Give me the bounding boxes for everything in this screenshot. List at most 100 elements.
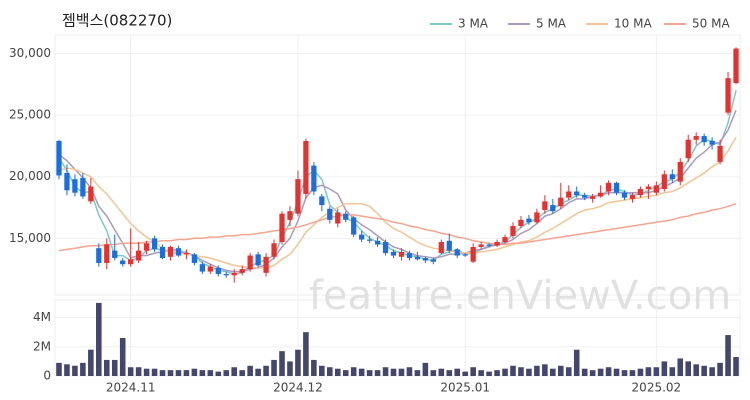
- candle-body: [653, 185, 659, 193]
- volume-bar: [175, 370, 182, 376]
- volume-bar: [422, 362, 429, 376]
- volume-bar: [510, 365, 516, 376]
- candle-body: [494, 242, 500, 246]
- volume-bar: [223, 370, 230, 376]
- volume-bar: [374, 370, 381, 376]
- x-tick-label: 2024.12: [273, 381, 323, 395]
- candle-body: [343, 213, 349, 220]
- volume-bar: [581, 368, 588, 376]
- volume-bar: [557, 365, 564, 376]
- candle-body: [661, 174, 667, 190]
- volume-bar: [685, 361, 692, 376]
- volume-bar: [295, 349, 301, 376]
- volume-bar: [327, 367, 333, 376]
- candle-body: [590, 196, 596, 199]
- candle-body: [597, 192, 604, 197]
- chart-title: 젬백스(082270): [62, 12, 172, 30]
- volume-bar: [279, 351, 285, 376]
- candle-body: [351, 217, 357, 235]
- volume-bar: [629, 370, 636, 376]
- candle-body: [287, 211, 293, 220]
- candle-body: [366, 239, 373, 241]
- y-tick-label: 4M: [33, 310, 51, 324]
- candle-body: [414, 256, 421, 260]
- candle-body: [311, 165, 317, 192]
- candle-body: [613, 182, 620, 193]
- candle-body: [279, 213, 285, 243]
- volume-bar: [430, 370, 437, 376]
- candle-body: [733, 48, 739, 84]
- volume-bar: [239, 370, 245, 376]
- candle-body: [693, 136, 699, 140]
- volume-bar: [542, 364, 548, 376]
- volume-bar: [589, 370, 596, 376]
- volume-bar: [701, 365, 707, 376]
- volume-bar: [733, 357, 739, 376]
- candle-body: [486, 244, 492, 246]
- candle-body: [151, 238, 158, 250]
- watermark: feature.enViewV.com: [309, 273, 731, 319]
- candle-body: [374, 240, 381, 245]
- candle-body: [191, 254, 198, 263]
- volume-bar: [183, 370, 190, 376]
- volume-bar: [263, 365, 269, 376]
- volume-bar: [366, 370, 373, 376]
- candle-body: [398, 251, 405, 257]
- legend-label: 5 MA: [536, 17, 567, 31]
- volume-bar: [231, 367, 238, 376]
- legend-label: 10 MA: [614, 17, 652, 31]
- volume-bar: [111, 359, 118, 376]
- volume-bar: [526, 368, 532, 376]
- volume-panel: [54, 299, 741, 377]
- candle-body: [605, 182, 612, 192]
- y-tick-label: 20,000: [9, 169, 51, 183]
- candle-body: [526, 218, 532, 223]
- volume-bar: [613, 368, 620, 376]
- price-panel: [54, 34, 741, 296]
- candle-body: [199, 264, 205, 272]
- volume-bar: [565, 367, 572, 376]
- candle-body: [64, 173, 70, 191]
- y-tick-label: 2M: [33, 339, 51, 353]
- volume-bar: [486, 371, 492, 376]
- volume-bar: [255, 368, 261, 376]
- candle-body: [645, 186, 652, 190]
- candle-body: [327, 208, 333, 220]
- volume-bar: [80, 362, 86, 376]
- candle-body: [725, 78, 731, 113]
- candle-body: [72, 179, 78, 193]
- candle-body: [717, 145, 723, 162]
- volume-bar: [342, 370, 349, 376]
- candle-body: [303, 140, 309, 194]
- volume-bar: [677, 358, 684, 376]
- volume-bar: [454, 368, 461, 376]
- volume-bar: [478, 370, 484, 376]
- candle-body: [422, 258, 429, 261]
- volume-bar: [597, 368, 604, 376]
- volume-bar: [550, 368, 556, 376]
- volume-bar: [127, 367, 134, 376]
- candle-body: [629, 195, 636, 199]
- candle-body: [550, 205, 556, 212]
- volume-bar: [661, 361, 668, 376]
- legend-label: 3 MA: [458, 17, 489, 31]
- candle-body: [446, 240, 452, 251]
- volume-bar: [693, 364, 699, 376]
- candle-body: [582, 195, 588, 198]
- candle-body: [677, 161, 683, 182]
- volume-bar: [96, 302, 102, 376]
- volume-bar: [637, 368, 644, 376]
- volume-bar: [502, 368, 508, 376]
- volume-bar: [358, 368, 365, 376]
- candle-body: [120, 260, 126, 265]
- volume-bar: [103, 359, 110, 376]
- y-tick-label: 0: [43, 369, 51, 383]
- candle-body: [669, 174, 675, 180]
- candle-body: [271, 243, 277, 257]
- x-tick-label: 2025.01: [440, 381, 490, 395]
- candle-body: [223, 274, 229, 276]
- volume-bar: [119, 338, 126, 376]
- candle-body: [80, 177, 86, 197]
- candle-body: [159, 246, 166, 259]
